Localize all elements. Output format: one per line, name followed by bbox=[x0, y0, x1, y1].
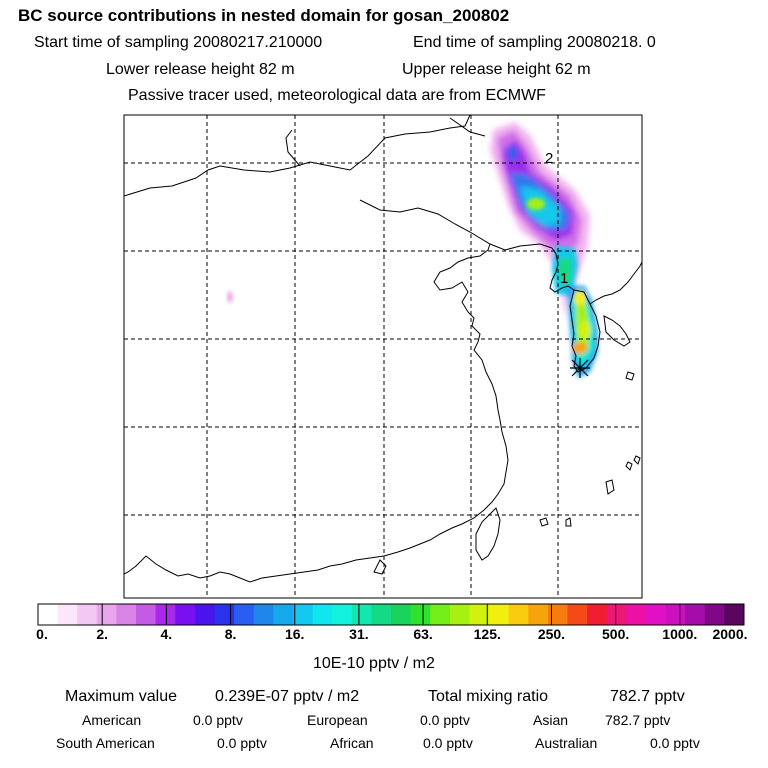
colorbar-cell bbox=[38, 604, 59, 625]
colorbar-cell bbox=[587, 604, 608, 625]
upper-height-label: Upper release height 62 m bbox=[402, 61, 591, 78]
colorbar-cell bbox=[214, 604, 235, 625]
colorbar-cell bbox=[449, 604, 470, 625]
region-value-asian: 782.7 pptv bbox=[605, 712, 671, 728]
colorbar-cell bbox=[606, 604, 627, 625]
colorbar-cell bbox=[351, 604, 372, 625]
colorbar-cell bbox=[253, 604, 274, 625]
coastlines bbox=[124, 115, 642, 583]
colorbar-cell bbox=[391, 604, 412, 625]
colorbar-cell bbox=[410, 604, 431, 625]
total-mixing-label: Total mixing ratio bbox=[428, 688, 549, 705]
colorbar-tick-label: 31. bbox=[349, 626, 369, 642]
region-name-south-american: South American bbox=[56, 735, 155, 751]
colorbar-tick-label: 0. bbox=[36, 626, 48, 642]
colorbar-cell bbox=[430, 604, 451, 625]
start-time-label: Start time of sampling 20080217.210000 bbox=[34, 34, 323, 51]
lower-height-label: Lower release height 82 m bbox=[106, 61, 295, 78]
colorbar-cell bbox=[77, 604, 98, 625]
colorbar-cell bbox=[626, 604, 647, 625]
colorbar-cell bbox=[547, 604, 568, 625]
colorbar-tick-label: 2. bbox=[96, 626, 109, 642]
colorbar-cell bbox=[194, 604, 215, 625]
region-name-american: American bbox=[82, 712, 142, 728]
colorbar-tick-label: 4. bbox=[160, 626, 173, 642]
region-name-asian: Asian bbox=[533, 712, 569, 728]
colorbar-cell bbox=[371, 604, 392, 625]
colorbar-tick-label: 500. bbox=[602, 626, 630, 642]
colorbar-tick-label: 250. bbox=[537, 626, 566, 642]
colorbar-cell bbox=[567, 604, 588, 625]
tracer-note: Passive tracer used, meteorological data… bbox=[128, 87, 546, 104]
region-name-african: African bbox=[330, 735, 374, 751]
colorbar-cell bbox=[175, 604, 196, 625]
colorbar-cell bbox=[96, 604, 117, 625]
colorbar-unit: 10E-10 pptv / m2 bbox=[313, 655, 435, 672]
colorbar-tick-label: 2000. bbox=[712, 626, 748, 642]
receptor-marker bbox=[570, 358, 590, 378]
colorbar-cell bbox=[508, 604, 529, 625]
colorbar-cell bbox=[704, 604, 725, 625]
colorbar-cell bbox=[645, 604, 667, 625]
region-value-african: 0.0 pptv bbox=[423, 735, 473, 751]
colorbar-cell bbox=[489, 604, 510, 625]
colorbar-cell bbox=[685, 604, 706, 625]
trajectory-marker-1: 1 bbox=[560, 270, 568, 287]
colorbar-cell bbox=[292, 604, 314, 625]
colorbar-cell bbox=[155, 604, 176, 625]
trajectory-marker-2: 2 bbox=[545, 150, 553, 167]
concentration-plume bbox=[227, 122, 598, 378]
colorbar-tick-label: 125. bbox=[473, 626, 501, 642]
end-time-label: End time of sampling 20080218. 0 bbox=[413, 34, 656, 51]
colorbar-cell bbox=[665, 604, 686, 625]
plot-title: BC source contributions in nested domain… bbox=[18, 6, 510, 25]
region-name-australian: Australian bbox=[535, 735, 598, 751]
region-value-american: 0.0 pptv bbox=[193, 712, 243, 728]
region-value-european: 0.0 pptv bbox=[420, 712, 470, 728]
region-value-australian: 0.0 pptv bbox=[650, 735, 700, 751]
colorbar-cell bbox=[136, 604, 157, 625]
region-name-european: European bbox=[307, 712, 368, 728]
colorbar-tick-label: 63. bbox=[413, 626, 433, 642]
lat-lon-grid bbox=[124, 115, 642, 598]
colorbar-tick-label: 8. bbox=[224, 626, 237, 642]
colorbar-cell bbox=[312, 604, 333, 625]
colorbar bbox=[37, 603, 745, 626]
total-mixing-value: 782.7 pptv bbox=[610, 688, 685, 705]
colorbar-cell bbox=[57, 604, 78, 625]
colorbar-tick-label: 16. bbox=[284, 626, 305, 642]
colorbar-cell bbox=[116, 604, 137, 625]
colorbar-cell bbox=[469, 604, 490, 625]
max-value: 0.239E-07 pptv / m2 bbox=[215, 688, 360, 705]
max-value-label: Maximum value bbox=[65, 688, 178, 705]
colorbar-frame bbox=[37, 603, 745, 626]
colorbar-cell bbox=[234, 604, 255, 625]
colorbar-cell bbox=[332, 604, 353, 625]
region-value-south-american: 0.0 pptv bbox=[217, 735, 267, 751]
colorbar-cell bbox=[528, 604, 549, 625]
colorbar-cell bbox=[724, 604, 745, 625]
colorbar-tick-label: 1000. bbox=[662, 626, 698, 642]
colorbar-cell bbox=[273, 604, 294, 625]
